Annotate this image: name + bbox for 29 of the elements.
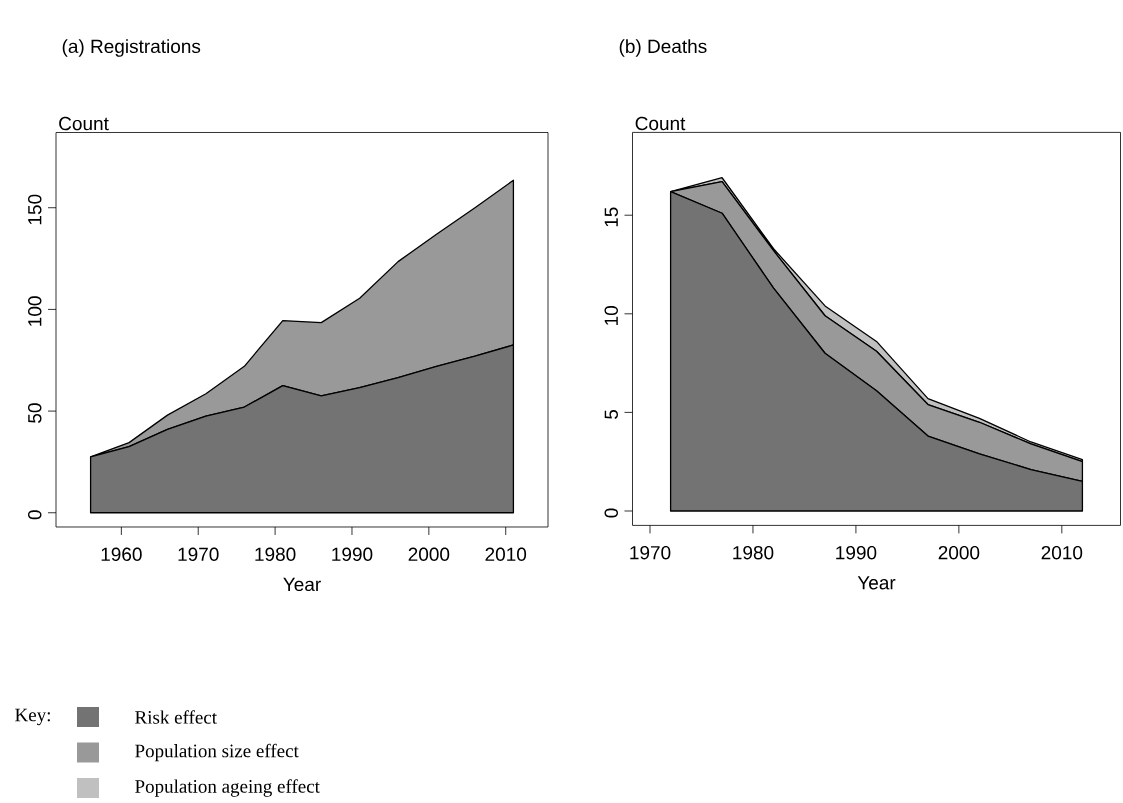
y-tick-label: 0 bbox=[604, 508, 618, 518]
y-axis-title: Count bbox=[59, 116, 109, 131]
y-tick-label: 100 bbox=[28, 296, 42, 326]
x-tick-label: 1960 bbox=[101, 547, 142, 561]
x-tick-label: 1990 bbox=[836, 545, 877, 560]
x-tick-label: 1990 bbox=[332, 547, 373, 561]
y-tick-label: 15 bbox=[604, 207, 618, 227]
legend-label: Population ageing effect bbox=[135, 779, 320, 797]
chart-title: (b) Deaths bbox=[619, 39, 707, 57]
legend-title: Key: bbox=[15, 708, 50, 726]
x-tick-label: 1970 bbox=[178, 547, 219, 561]
legend-label: Population size effect bbox=[135, 743, 299, 762]
x-tick-label: 2010 bbox=[1041, 545, 1083, 560]
chart-title: (a) Registrations bbox=[62, 39, 201, 57]
y-tick-label: 0 bbox=[28, 510, 42, 520]
x-tick-label: 2000 bbox=[408, 547, 450, 561]
x-tick-label: 1970 bbox=[630, 545, 671, 560]
x-axis-title: Year bbox=[283, 577, 321, 592]
y-axis-title: Count bbox=[635, 116, 686, 131]
legend-label: Risk effect bbox=[135, 710, 217, 724]
y-tick-label: 150 bbox=[28, 194, 42, 225]
x-tick-label: 1980 bbox=[733, 545, 774, 560]
y-tick-label: 50 bbox=[28, 403, 42, 423]
x-tick-label: 2010 bbox=[485, 547, 527, 561]
x-axis-title: Year bbox=[857, 576, 896, 590]
y-tick-label: 10 bbox=[604, 305, 618, 325]
x-tick-label: 2000 bbox=[938, 545, 980, 560]
y-tick-label: 5 bbox=[604, 409, 618, 419]
x-tick-label: 1980 bbox=[255, 547, 296, 561]
